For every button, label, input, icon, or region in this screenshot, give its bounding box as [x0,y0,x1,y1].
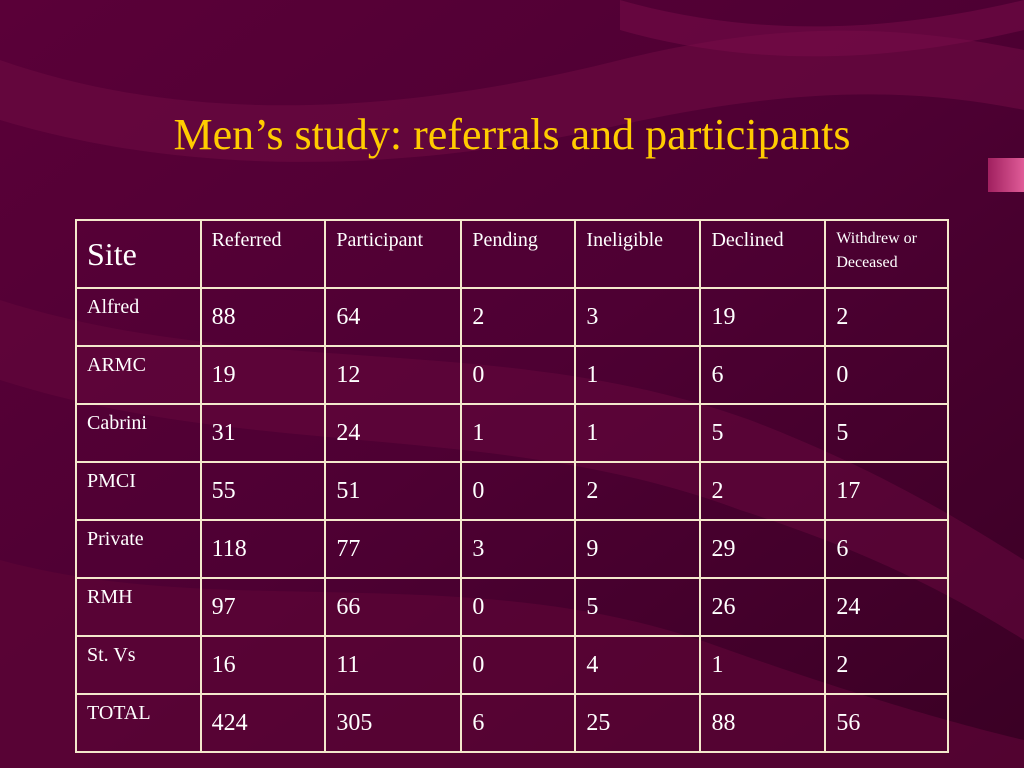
cell-withdrew: 17 [824,461,949,521]
table-row: RMH 97 66 0 5 26 24 [75,577,949,637]
cell-pending: 0 [460,635,577,695]
table-row: St. Vs 16 11 0 4 1 2 [75,635,949,695]
table-row: PMCI 55 51 0 2 2 17 [75,461,949,521]
cell-declined: 88 [699,693,827,753]
cell-withdrew: 2 [824,287,949,347]
withdrew-label-line1: Withdrew or [836,230,917,247]
column-header-withdrew: Withdrew or Deceased [824,219,949,289]
cell-withdrew: 2 [824,635,949,695]
table-row: Alfred 88 64 2 3 19 2 [75,287,949,347]
cell-referred: 88 [199,287,327,347]
cell-declined: 2 [699,461,827,521]
cell-withdrew: 5 [824,403,949,463]
cell-ineligible: 4 [574,635,702,695]
cell-participant: 24 [324,403,463,463]
cell-site: RMH [75,577,202,637]
table-row: ARMC 19 12 0 1 6 0 [75,345,949,405]
cell-referred: 55 [199,461,327,521]
table-total-row: TOTAL 424 305 6 25 88 56 [75,693,949,753]
cell-referred: 424 [199,693,327,753]
column-header-site: Site [75,219,202,289]
cell-referred: 118 [199,519,327,579]
cell-site: Alfred [75,287,202,347]
table-row: Cabrini 31 24 1 1 5 5 [75,403,949,463]
cell-site: ARMC [75,345,202,405]
cell-pending: 0 [460,345,577,405]
cell-pending: 0 [460,461,577,521]
cell-participant: 77 [324,519,463,579]
column-header-referred: Referred [199,219,327,289]
cell-site: Private [75,519,202,579]
column-header-declined: Declined [699,219,827,289]
cell-referred: 97 [199,577,327,637]
column-header-participant: Participant [324,219,463,289]
column-header-ineligible: Ineligible [574,219,702,289]
slide-title: Men’s study: referrals and participants [173,110,851,159]
cell-withdrew: 0 [824,345,949,405]
referrals-table: Site Referred Participant Pending Inelig… [75,219,949,753]
cell-participant: 11 [324,635,463,695]
table-header-row: Site Referred Participant Pending Inelig… [75,219,949,289]
cell-declined: 26 [699,577,827,637]
decorative-wave [0,30,1024,162]
cell-ineligible: 1 [574,345,702,405]
cell-site: St. Vs [75,635,202,695]
cell-participant: 66 [324,577,463,637]
cell-pending: 6 [460,693,577,753]
cell-ineligible: 5 [574,577,702,637]
cell-site: PMCI [75,461,202,521]
cell-participant: 12 [324,345,463,405]
cell-ineligible: 1 [574,403,702,463]
cell-declined: 29 [699,519,827,579]
cell-referred: 31 [199,403,327,463]
cell-pending: 1 [460,403,577,463]
cell-withdrew: 6 [824,519,949,579]
cell-referred: 16 [199,635,327,695]
cell-pending: 2 [460,287,577,347]
decorative-wave [620,0,1024,57]
cell-pending: 0 [460,577,577,637]
cell-declined: 1 [699,635,827,695]
cell-participant: 64 [324,287,463,347]
cell-site: TOTAL [75,693,202,753]
cell-referred: 19 [199,345,327,405]
table-row: Private 118 77 3 9 29 6 [75,519,949,579]
cell-withdrew: 56 [824,693,949,753]
cell-pending: 3 [460,519,577,579]
cell-participant: 305 [324,693,463,753]
cell-ineligible: 2 [574,461,702,521]
cell-declined: 6 [699,345,827,405]
cell-ineligible: 9 [574,519,702,579]
cell-declined: 19 [699,287,827,347]
cell-site: Cabrini [75,403,202,463]
cell-ineligible: 3 [574,287,702,347]
withdrew-label-line2: Deceased [836,254,898,271]
cell-participant: 51 [324,461,463,521]
column-header-pending: Pending [460,219,577,289]
cell-withdrew: 24 [824,577,949,637]
decorative-tab [988,158,1024,192]
cell-declined: 5 [699,403,827,463]
cell-ineligible: 25 [574,693,702,753]
